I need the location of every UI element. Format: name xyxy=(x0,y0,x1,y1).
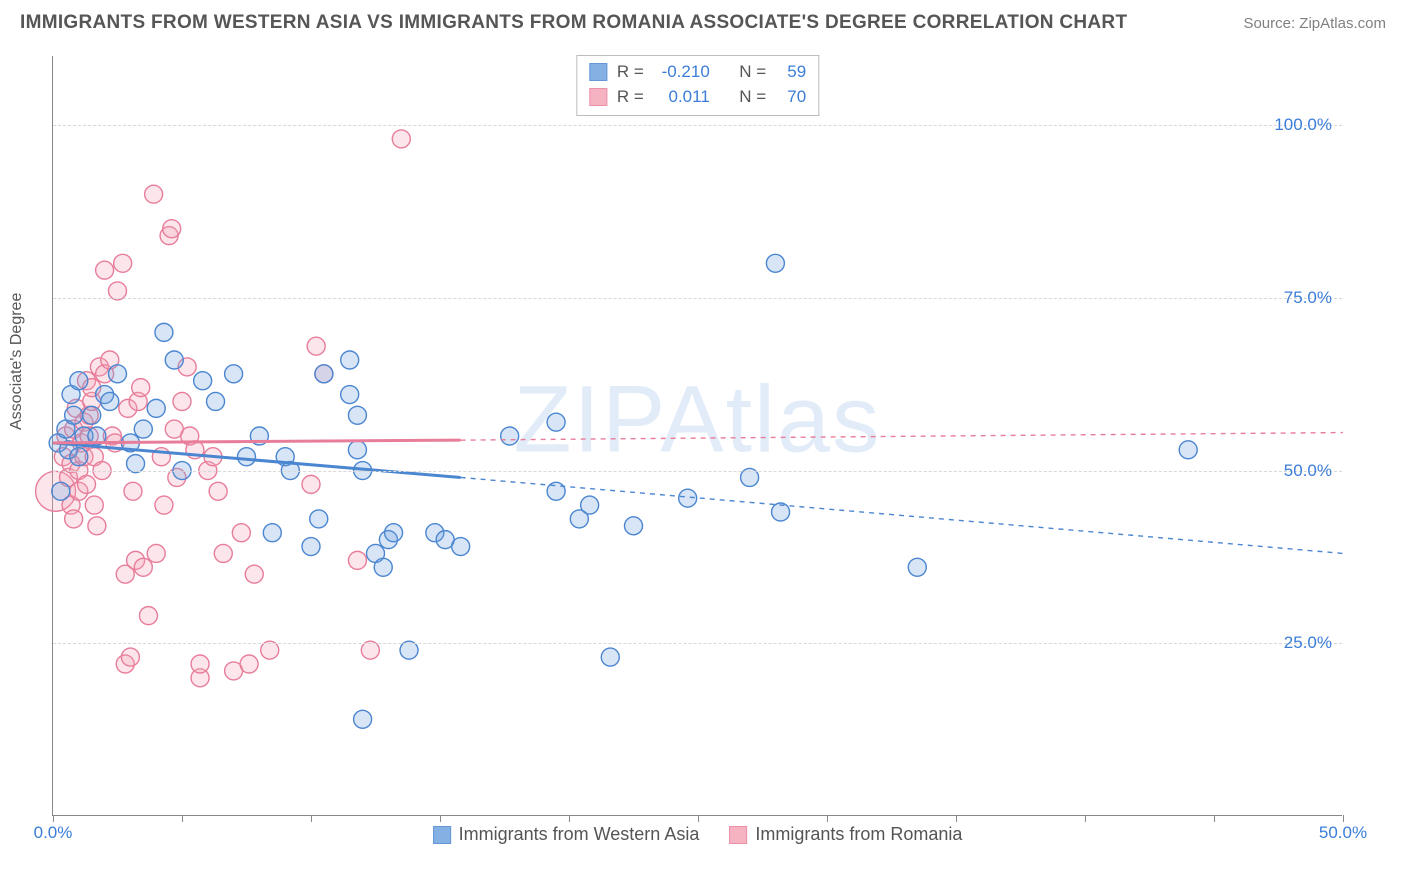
x-tick-label: 0.0% xyxy=(34,823,73,843)
x-tick-label: 50.0% xyxy=(1319,823,1367,843)
y-tick-label: 75.0% xyxy=(1284,288,1332,308)
x-tick xyxy=(53,815,54,822)
x-tick xyxy=(440,815,441,822)
gridline-h xyxy=(53,471,1342,472)
y-tick-label: 100.0% xyxy=(1274,115,1332,135)
y-tick-label: 50.0% xyxy=(1284,461,1332,481)
x-tick xyxy=(1085,815,1086,822)
y-axis-label: Associate's Degree xyxy=(8,293,26,430)
r-label: R = xyxy=(617,85,644,110)
legend-series: Immigrants from Western Asia Immigrants … xyxy=(433,824,963,845)
x-tick xyxy=(827,815,828,822)
scatter-svg xyxy=(53,56,1342,815)
y-tick-label: 25.0% xyxy=(1284,633,1332,653)
source-attribution: Source: ZipAtlas.com xyxy=(1243,15,1386,32)
legend-stats-row-0: R = -0.210 N = 59 xyxy=(589,60,806,85)
legend-stats-box: R = -0.210 N = 59 R = 0.011 N = 70 xyxy=(576,55,819,116)
legend-stats-row-1: R = 0.011 N = 70 xyxy=(589,85,806,110)
x-tick xyxy=(1343,815,1344,822)
n-value-1: 70 xyxy=(776,85,806,110)
x-tick xyxy=(698,815,699,822)
series-0-label: Immigrants from Western Asia xyxy=(459,824,700,845)
swatch-series-0-icon xyxy=(433,826,451,844)
r-value-0: -0.210 xyxy=(654,60,710,85)
gridline-h xyxy=(53,298,1342,299)
x-tick xyxy=(569,815,570,822)
gridline-h xyxy=(53,643,1342,644)
x-tick xyxy=(956,815,957,822)
n-label: N = xyxy=(739,60,766,85)
gridline-h xyxy=(53,125,1342,126)
r-label: R = xyxy=(617,60,644,85)
legend-item-1: Immigrants from Romania xyxy=(729,824,962,845)
r-value-1: 0.011 xyxy=(654,85,710,110)
chart-title: IMMIGRANTS FROM WESTERN ASIA VS IMMIGRAN… xyxy=(20,12,1127,34)
swatch-series-1 xyxy=(589,88,607,106)
swatch-series-1-icon xyxy=(729,826,747,844)
n-label: N = xyxy=(739,85,766,110)
x-tick xyxy=(311,815,312,822)
x-tick xyxy=(1214,815,1215,822)
swatch-series-0 xyxy=(589,63,607,81)
plot-area: ZIPAtlas R = -0.210 N = 59 R = 0.011 N =… xyxy=(52,56,1342,816)
legend-item-0: Immigrants from Western Asia xyxy=(433,824,700,845)
n-value-0: 59 xyxy=(776,60,806,85)
series-1-label: Immigrants from Romania xyxy=(755,824,962,845)
x-tick xyxy=(182,815,183,822)
